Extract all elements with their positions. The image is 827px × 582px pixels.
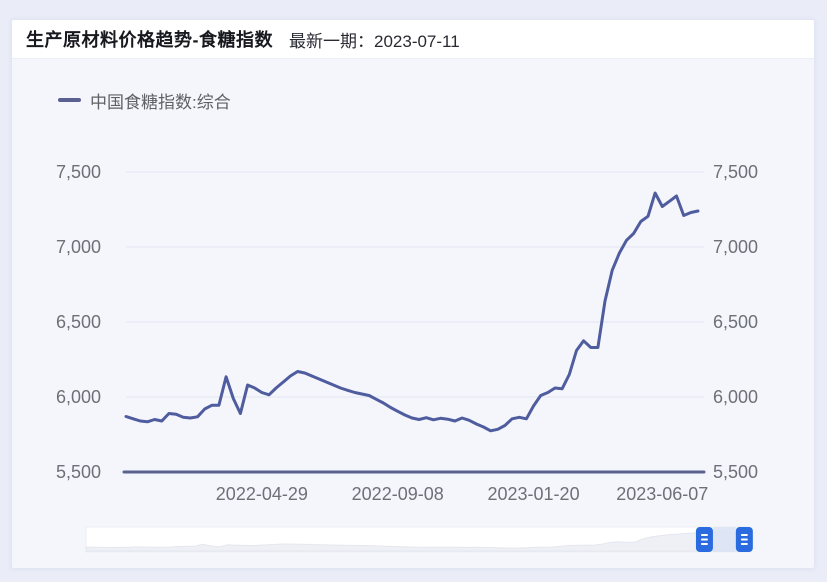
chart-canvas[interactable]: 5,500 5,500 6,000 6,000 6,500 6,500 7,000 7,000… bbox=[12, 20, 815, 569]
legend-label: 中国食糖指数:综合 bbox=[90, 92, 231, 112]
chart-card: 生产原材料价格趋势-食糖指数 最新一期：2023-07-11 中国食糖指数:综合… bbox=[11, 19, 815, 569]
x-axis-label: 2022-09-08 bbox=[352, 484, 444, 504]
latest-period: 最新一期：2023-07-11 bbox=[289, 27, 460, 52]
grip-lines-icon bbox=[700, 538, 708, 541]
series-line bbox=[124, 191, 700, 433]
y-axis-label-left: 5,500 bbox=[56, 462, 101, 482]
grip-lines-icon bbox=[740, 534, 748, 536]
y-axis-label-left: 6,000 bbox=[56, 387, 101, 407]
latest-period-label: 最新一期： bbox=[289, 31, 374, 51]
y-axis-label-right: 6,000 bbox=[713, 387, 758, 407]
card-title: 生产原材料价格趋势-食糖指数 bbox=[26, 30, 273, 50]
y-axis-label-right: 5,500 bbox=[713, 462, 758, 482]
y-axis-label-left: 7,500 bbox=[56, 162, 101, 182]
x-axis-label: 2023-06-07 bbox=[616, 484, 708, 504]
grip-lines-icon bbox=[740, 543, 748, 545]
y-axis-label-right: 6,500 bbox=[713, 312, 758, 332]
grip-lines-icon bbox=[700, 543, 708, 545]
x-axis-label: 2022-04-29 bbox=[216, 484, 308, 504]
datazoom-preview-area bbox=[85, 530, 752, 552]
legend-line-marker-icon bbox=[58, 98, 81, 102]
grip-lines-icon bbox=[700, 534, 708, 536]
x-axis-label: 2023-01-20 bbox=[488, 484, 580, 504]
legend-item[interactable]: 中国食糖指数:综合 bbox=[58, 88, 231, 112]
card-header: 生产原材料价格趋势-食糖指数 最新一期：2023-07-11 bbox=[12, 20, 814, 59]
y-axis-label-left: 6,500 bbox=[56, 312, 101, 332]
latest-period-date: 2023-07-11 bbox=[374, 31, 460, 51]
y-axis-label-left: 7,000 bbox=[56, 237, 101, 257]
datazoom-window[interactable] bbox=[712, 527, 736, 552]
grip-lines-icon bbox=[740, 538, 748, 541]
y-axis-label-right: 7,000 bbox=[713, 237, 758, 257]
y-axis-label-right: 7,500 bbox=[713, 162, 758, 182]
